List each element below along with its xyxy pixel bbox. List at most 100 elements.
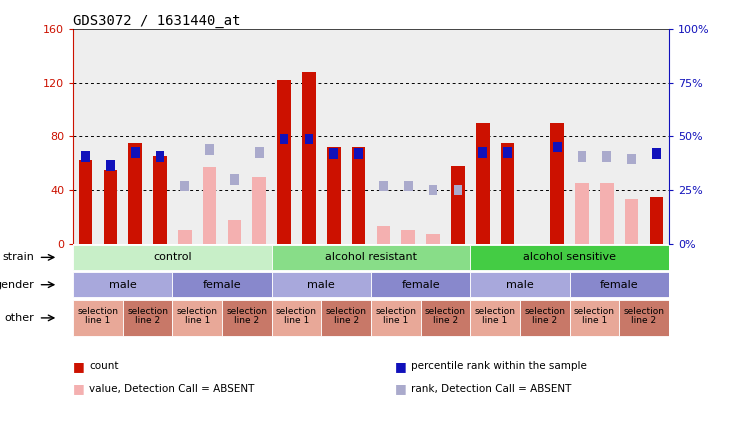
Text: alcohol sensitive: alcohol sensitive xyxy=(523,252,616,262)
Bar xyxy=(173,300,222,336)
Bar xyxy=(154,156,167,244)
Text: selection
line 1: selection line 1 xyxy=(276,307,317,325)
Bar xyxy=(202,167,216,244)
Bar xyxy=(227,219,241,244)
Bar xyxy=(73,300,123,336)
Bar xyxy=(650,197,663,244)
Bar xyxy=(420,300,470,336)
Text: male: male xyxy=(308,280,336,289)
Bar xyxy=(178,230,192,244)
Bar xyxy=(619,300,669,336)
Bar xyxy=(569,300,619,336)
Text: alcohol resistant: alcohol resistant xyxy=(325,252,417,262)
Bar xyxy=(371,300,420,336)
Bar xyxy=(73,245,272,270)
Text: selection
line 1: selection line 1 xyxy=(77,307,118,325)
Text: ■: ■ xyxy=(73,360,85,373)
Bar xyxy=(280,134,289,144)
Bar xyxy=(330,148,338,159)
Text: male: male xyxy=(109,280,137,289)
Bar xyxy=(569,272,669,297)
Text: value, Detection Call = ABSENT: value, Detection Call = ABSENT xyxy=(89,384,254,393)
Bar xyxy=(73,272,173,297)
Bar xyxy=(426,234,440,244)
Text: other: other xyxy=(4,313,34,323)
Bar xyxy=(652,148,661,159)
Bar xyxy=(131,147,140,158)
Bar xyxy=(501,143,515,244)
Text: GDS3072 / 1631440_at: GDS3072 / 1631440_at xyxy=(73,14,240,28)
Bar xyxy=(453,185,462,195)
Text: count: count xyxy=(89,361,118,371)
Bar xyxy=(272,245,470,270)
Bar xyxy=(600,183,613,244)
Text: selection
line 1: selection line 1 xyxy=(177,307,218,325)
Text: male: male xyxy=(506,280,534,289)
Bar xyxy=(222,300,272,336)
Text: percentile rank within the sample: percentile rank within the sample xyxy=(411,361,587,371)
Bar xyxy=(550,123,564,244)
Bar xyxy=(575,183,588,244)
Bar xyxy=(478,147,487,158)
Bar xyxy=(379,181,387,191)
Text: rank, Detection Call = ABSENT: rank, Detection Call = ABSENT xyxy=(411,384,571,393)
Text: ■: ■ xyxy=(395,382,406,395)
Bar xyxy=(81,151,90,162)
Text: selection
line 2: selection line 2 xyxy=(624,307,664,325)
Bar xyxy=(123,300,173,336)
Bar xyxy=(602,151,611,162)
Text: selection
line 2: selection line 2 xyxy=(524,307,565,325)
Text: ■: ■ xyxy=(73,382,85,395)
Text: female: female xyxy=(202,280,241,289)
Bar xyxy=(577,151,586,162)
Bar xyxy=(352,147,366,244)
Bar xyxy=(156,151,164,162)
Bar xyxy=(470,300,520,336)
Bar xyxy=(355,148,363,159)
Bar xyxy=(627,154,636,164)
Bar xyxy=(173,272,272,297)
Bar xyxy=(520,300,569,336)
Text: female: female xyxy=(401,280,440,289)
Bar xyxy=(272,272,371,297)
Bar xyxy=(401,230,415,244)
Text: ■: ■ xyxy=(395,360,406,373)
Bar xyxy=(129,143,142,244)
Text: selection
line 1: selection line 1 xyxy=(574,307,615,325)
Text: selection
line 2: selection line 2 xyxy=(127,307,168,325)
Bar xyxy=(230,174,239,185)
Bar xyxy=(376,226,390,244)
Bar xyxy=(470,272,569,297)
Text: selection
line 2: selection line 2 xyxy=(227,307,268,325)
Bar xyxy=(625,199,638,244)
Text: selection
line 1: selection line 1 xyxy=(474,307,515,325)
Bar xyxy=(205,144,214,155)
Bar xyxy=(503,147,512,158)
Text: female: female xyxy=(600,280,639,289)
Bar xyxy=(305,134,314,144)
Bar xyxy=(476,123,490,244)
Text: selection
line 1: selection line 1 xyxy=(375,307,417,325)
Bar xyxy=(302,72,316,244)
Bar xyxy=(322,300,371,336)
Bar xyxy=(106,160,115,171)
Bar xyxy=(252,177,266,244)
Bar xyxy=(470,245,669,270)
Bar xyxy=(277,80,291,244)
Bar xyxy=(428,185,437,195)
Text: strain: strain xyxy=(2,252,34,262)
Text: control: control xyxy=(153,252,192,262)
Bar xyxy=(181,181,189,191)
Bar xyxy=(104,170,117,244)
Text: selection
line 2: selection line 2 xyxy=(325,307,367,325)
Bar xyxy=(79,160,92,244)
Bar xyxy=(255,147,264,158)
Bar xyxy=(327,147,341,244)
Bar xyxy=(451,166,465,244)
Text: gender: gender xyxy=(0,280,34,289)
Bar xyxy=(404,181,412,191)
Bar xyxy=(553,142,561,152)
Bar xyxy=(371,272,470,297)
Bar xyxy=(272,300,322,336)
Text: selection
line 2: selection line 2 xyxy=(425,307,466,325)
